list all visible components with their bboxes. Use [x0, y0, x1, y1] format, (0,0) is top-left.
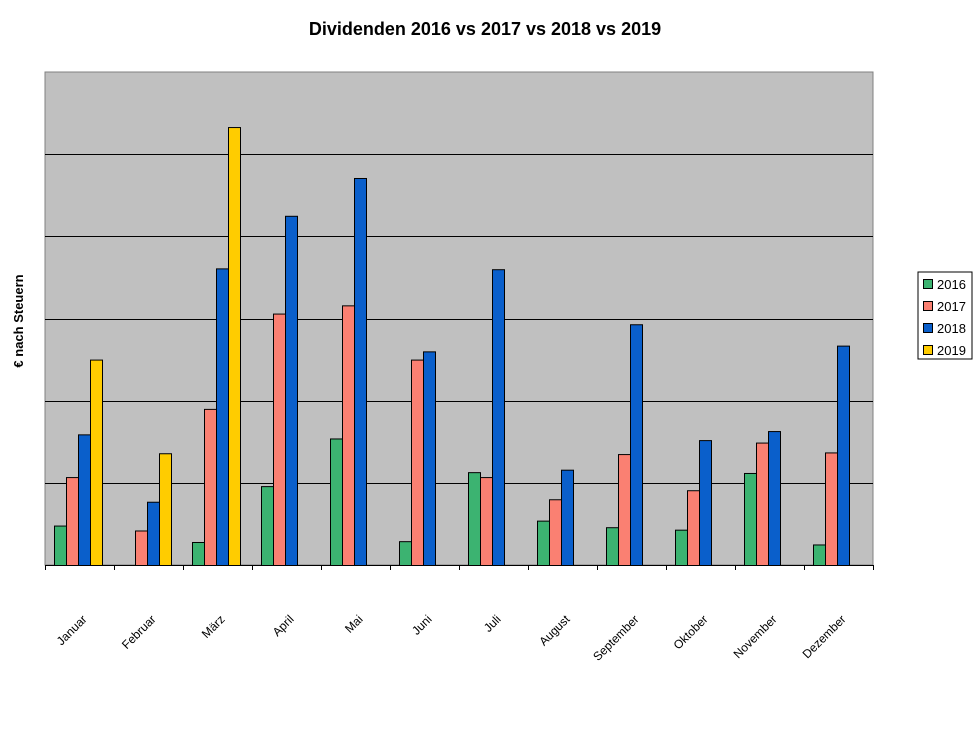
bar-2016-November [744, 472, 757, 566]
bar-2017-März [204, 408, 217, 566]
x-tick-label: Dezember [800, 612, 849, 661]
bar-2019-Januar [90, 359, 103, 567]
bar-2018-August [561, 469, 574, 567]
chart-title: Dividenden 2016 vs 2017 vs 2018 vs 2019 [309, 19, 661, 39]
x-axis-ticks [45, 565, 874, 570]
bar-2016-Januar [54, 525, 67, 566]
x-tick-label: Februar [119, 612, 159, 652]
bar-2017-Juni [411, 359, 424, 567]
bar-2018-Juli [492, 269, 505, 566]
bar-2016-Dezember [813, 544, 826, 566]
gridlines [45, 154, 873, 484]
bar-2017-Februar [135, 530, 148, 566]
x-tick-label: Oktober [671, 612, 711, 652]
x-tick-label: Mai [342, 612, 366, 636]
x-tick-label: September [590, 612, 641, 663]
bar-2018-Dezember [837, 345, 850, 566]
x-axis-labels: Januar Februar März April Mai Juni Juli August S… [54, 612, 849, 664]
legend-swatch-2017 [923, 301, 933, 311]
bar-2017-November [756, 442, 769, 566]
legend-label-2017: 2017 [937, 299, 966, 314]
bar-2017-Mai [342, 305, 355, 566]
bar-2018-November [768, 431, 781, 566]
bar-2017-Juli [480, 477, 493, 566]
legend-swatch-2016 [923, 279, 933, 289]
legend-label-2018: 2018 [937, 321, 966, 336]
legend-label-2019: 2019 [937, 343, 966, 358]
y-axis-label: € nach Steuern [11, 274, 26, 367]
x-tick-label: April [270, 612, 297, 639]
bar-2018-Oktober [699, 440, 712, 566]
x-tick-label: Juni [409, 612, 434, 637]
x-tick-label: August [536, 612, 573, 649]
bar-2017-Oktober [687, 490, 700, 566]
bar-2018-März [216, 268, 229, 566]
x-tick-label: Januar [54, 612, 90, 648]
bar-2018-Januar [78, 434, 91, 567]
bar-2017-Dezember [825, 452, 838, 567]
bar-2018-April [285, 215, 298, 567]
legend-swatch-2019 [923, 345, 933, 355]
bar-2018-September [630, 324, 643, 567]
x-tick-label: März [199, 612, 228, 641]
bar-2016-Oktober [675, 529, 688, 566]
bar-2017-April [273, 313, 286, 566]
x-tick-label: Juli [481, 612, 504, 635]
bar-2018-Februar [147, 501, 160, 566]
legend: 2016 2017 2018 2019 [917, 271, 973, 360]
bar-2019-März [228, 127, 241, 566]
bar-2018-Mai [354, 177, 367, 566]
bar-2016-März [192, 541, 205, 567]
bar-2018-Juni [423, 351, 436, 566]
bar-2019-Februar [159, 453, 172, 566]
legend-swatch-2018 [923, 323, 933, 333]
legend-label-2016: 2016 [937, 277, 966, 292]
bar-2016-Juni [399, 541, 412, 567]
bar-2016-Mai [330, 438, 343, 567]
bar-2016-September [606, 527, 619, 566]
bar-2016-August [537, 520, 550, 567]
bar-2016-April [261, 486, 274, 566]
x-tick-label: November [731, 612, 780, 661]
bar-2017-August [549, 499, 562, 566]
bar-2017-September [618, 454, 631, 567]
bar-2017-Januar [66, 477, 79, 566]
bar-2016-Juli [468, 472, 481, 567]
